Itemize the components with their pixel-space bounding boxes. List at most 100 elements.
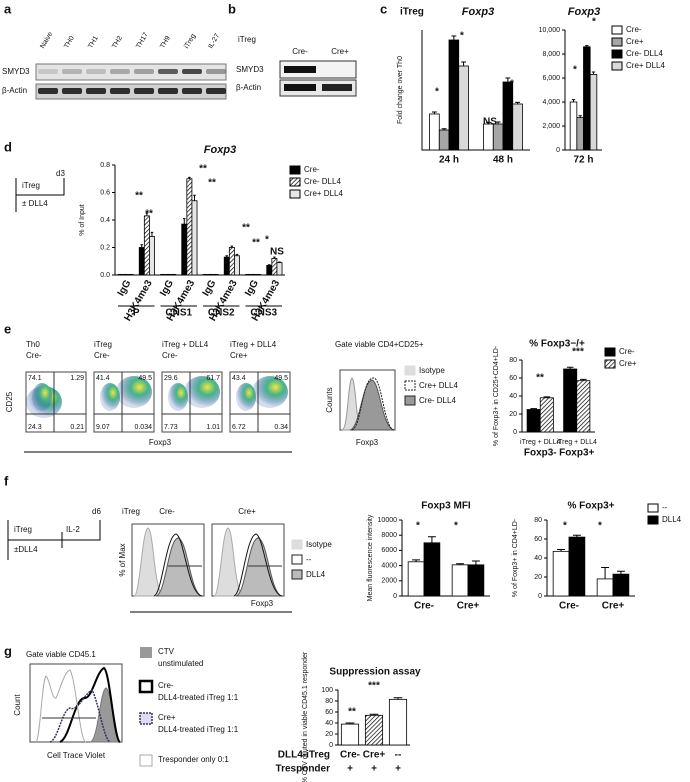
blot (35, 63, 227, 81)
significance: NS (483, 117, 497, 128)
significance: NS (270, 247, 284, 258)
blot-band (284, 66, 316, 73)
quadrant-gate (162, 372, 222, 432)
legend-swatch (289, 177, 301, 187)
histogram (351, 377, 395, 431)
blot-band (86, 88, 106, 94)
y-tick-label: 0.8 (100, 162, 110, 169)
legend-swatch (140, 647, 152, 658)
blot-row-label: SMYD3 (2, 67, 30, 76)
lane-label: Cre+ (331, 47, 349, 56)
significance: * (416, 521, 420, 532)
group-label: CNS2 (208, 308, 235, 319)
panel-letter: b (228, 1, 236, 16)
bar (271, 258, 278, 276)
bar (539, 397, 554, 433)
histogram (349, 379, 395, 431)
legend-swatch (604, 359, 616, 369)
x-tick-label: 48 h (493, 155, 513, 166)
group-label: Foxp3+ (559, 448, 594, 459)
quadrant-value: 1.29 (70, 375, 84, 382)
bar (228, 247, 235, 276)
quadrant-value: 0.034 (134, 424, 152, 431)
significance: ** (348, 707, 356, 718)
legend-label: DLL4-treated iTreg 1:1 (158, 725, 239, 734)
x-tick-label: -- (395, 750, 402, 761)
error-bar (188, 176, 191, 179)
plot-title: Th0 (26, 340, 40, 349)
y-tick-label: 0 (393, 593, 397, 600)
plot-title: Cre- (159, 507, 175, 516)
legend-swatch (611, 25, 623, 35)
panel-letter: d (4, 139, 12, 154)
legend-label: Cre- DLL4 (304, 177, 341, 186)
flow-density (32, 383, 52, 411)
error-bar (616, 570, 625, 575)
axis-label: Foxp3 (356, 438, 379, 447)
error-bar (578, 115, 582, 118)
significance: * (592, 17, 596, 28)
bar (502, 81, 514, 151)
lane-label: IL-27 (207, 33, 221, 50)
bar (276, 262, 283, 276)
row-value: + (395, 764, 401, 775)
blot-band (206, 88, 226, 94)
plot-title: Cre+ (238, 507, 256, 516)
error-bar (230, 245, 234, 248)
legend-swatch (404, 380, 416, 391)
error-bar (145, 212, 149, 216)
y-tick-label: 20 (325, 731, 333, 738)
flow-density (168, 383, 188, 411)
bar (483, 123, 494, 151)
y-tick-label: 60 (509, 375, 517, 382)
significance: * (265, 235, 269, 246)
error-bar (515, 101, 521, 104)
legend-swatch (404, 365, 416, 376)
significance: ** (135, 191, 143, 202)
significance: ** (208, 178, 216, 189)
bar (576, 380, 591, 433)
error-bar (495, 121, 501, 124)
blot-band (38, 69, 58, 74)
y-tick-label: 80 (534, 517, 542, 524)
y-tick-label: 10000 (378, 517, 398, 524)
legend-swatch (289, 165, 301, 175)
legend-label: Cre- (304, 165, 320, 174)
y-axis-label: Fold change over Th0 (397, 56, 404, 124)
error-bar (456, 563, 465, 565)
axis-label: CD25 (5, 391, 14, 412)
y-tick-label: 0 (513, 429, 517, 436)
y-tick-label: 0 (556, 147, 560, 154)
bar (191, 200, 198, 276)
error-bar (345, 722, 355, 725)
row-label: Tresponder (276, 764, 331, 775)
legend-label: Cre+ DLL4 (304, 189, 343, 198)
bar (569, 101, 578, 151)
blot-band (322, 84, 352, 91)
histogram (155, 537, 203, 597)
quadrant-value: 1.01 (206, 424, 220, 431)
legend-swatch (404, 395, 416, 406)
bar (512, 103, 523, 151)
error-bar (273, 256, 276, 259)
significance: ** (199, 164, 207, 175)
blot-band (62, 69, 82, 74)
y-tick-label: 60 (534, 536, 542, 543)
x-tick-label: Cre- (340, 750, 360, 761)
bar (138, 247, 145, 276)
group-label: CNS1 (165, 308, 192, 319)
scheme-label: ± DLL4 (22, 199, 48, 208)
y-tick-label: 0 (538, 593, 542, 600)
error-bar (412, 559, 421, 562)
legend-swatch (291, 569, 303, 580)
histogram (133, 527, 165, 597)
legend-swatch (291, 539, 303, 550)
histogram (153, 533, 203, 597)
blot-band (86, 69, 106, 74)
error-bar (601, 567, 610, 579)
y-tick-label: 0.6 (100, 189, 110, 196)
x-tick-label: iTreg + DLL4 (557, 439, 598, 446)
significance: ** (242, 223, 250, 234)
y-axis-label: % of Foxp3+ in CD4+LD- (512, 518, 519, 597)
row-value: + (347, 764, 353, 775)
